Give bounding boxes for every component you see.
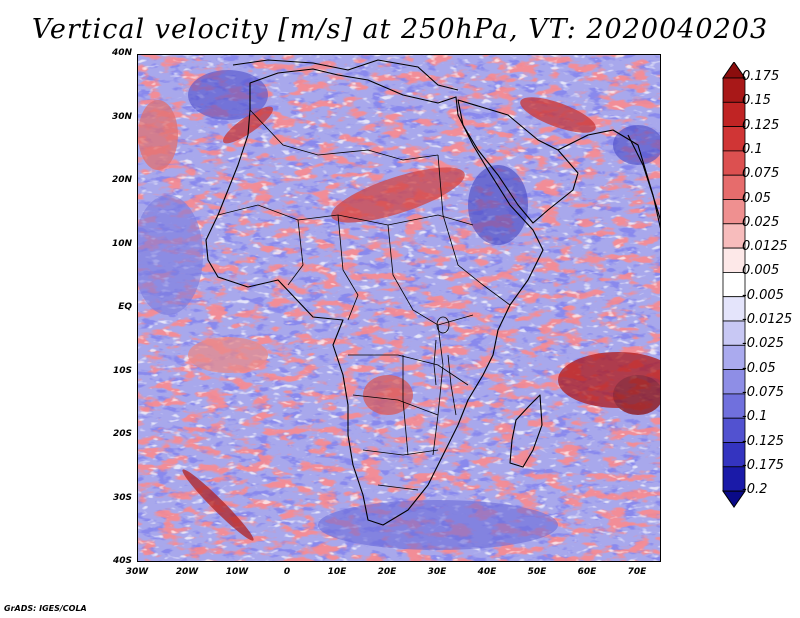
- lon-tick-label: 40E: [477, 567, 497, 577]
- colorbar-tick-label: -0.05: [742, 360, 776, 376]
- colorbar-tick-label: -0.075: [742, 384, 784, 400]
- descent-regions: [138, 70, 660, 550]
- africa-coastline: [205, 68, 544, 526]
- colorbar-tick-label: 0.0125: [742, 239, 788, 255]
- lon-tick-label: 0: [283, 567, 291, 577]
- lat-tick-label: 20N: [111, 175, 132, 185]
- colorbar-tick-label: 0.1: [742, 141, 763, 157]
- colorbar-tick-label: -0.1: [742, 409, 768, 425]
- vertical-velocity-field: [138, 55, 660, 561]
- lat-tick-label: EQ: [118, 302, 132, 312]
- colorbar-tick-label: 0.175: [742, 69, 780, 84]
- lon-tick-label: 30E: [427, 567, 447, 577]
- lon-tick-label: 70E: [627, 567, 647, 577]
- colorbar-tick-label: -0.005: [742, 287, 784, 303]
- india-coast: [627, 134, 660, 221]
- lat-tick-label: 10S: [112, 365, 132, 376]
- chart-title: Vertical velocity [m/s] at 250hPa, VT: 2…: [31, 14, 769, 45]
- lon-tick-label: 50E: [527, 567, 547, 577]
- lat-tick-label: 20S: [112, 429, 132, 439]
- colorbar-tick-label: -0.2: [742, 482, 768, 498]
- europe-coast: [232, 59, 459, 91]
- lon-tick-label: 20W: [175, 567, 199, 577]
- madagascar-coastline: [509, 394, 543, 468]
- arabian-peninsula: [457, 99, 579, 224]
- lon-tick-label: 10W: [225, 567, 249, 577]
- lat-tick-label: 40S: [112, 556, 132, 566]
- lon-tick-label: 60E: [577, 567, 597, 577]
- lat-tick-label: 30S: [112, 492, 132, 503]
- colorbar-tick-label: -0.025: [742, 336, 784, 352]
- colorbar-tick-label: 0.125: [742, 117, 780, 133]
- colorbar-bottom-arrow: [722, 490, 746, 508]
- colorbar-tick-label: -0.125: [742, 433, 784, 449]
- country-borders: [217, 109, 511, 491]
- lat-tick-label: 10N: [111, 238, 132, 249]
- coastlines: [205, 59, 660, 526]
- lakes: [433, 316, 457, 416]
- grads-credit: GrADS: IGES/COLA: [4, 604, 87, 613]
- lon-tick-label: 20E: [377, 567, 397, 577]
- colorbar-tick-label: -0.175: [742, 457, 784, 473]
- lat-tick-label: 30N: [111, 111, 132, 122]
- colorbar-tick-label: 0.005: [742, 263, 780, 279]
- lat-tick-label: 40N: [111, 48, 132, 58]
- colorbar-tick-label: 0.15: [742, 93, 771, 109]
- lon-tick-label: 30W: [125, 567, 149, 577]
- ascent-regions: [138, 97, 660, 541]
- map-plot-area: [137, 54, 661, 562]
- colorbar-tick-label: 0.075: [742, 166, 780, 182]
- colorbar-tick-label: 0.05: [742, 190, 771, 206]
- lon-tick-label: 10E: [327, 567, 347, 577]
- colorbar-tick-label: 0.025: [742, 214, 780, 230]
- colorbar-tick-label: -0.0125: [742, 312, 793, 327]
- colorbar: [722, 62, 746, 508]
